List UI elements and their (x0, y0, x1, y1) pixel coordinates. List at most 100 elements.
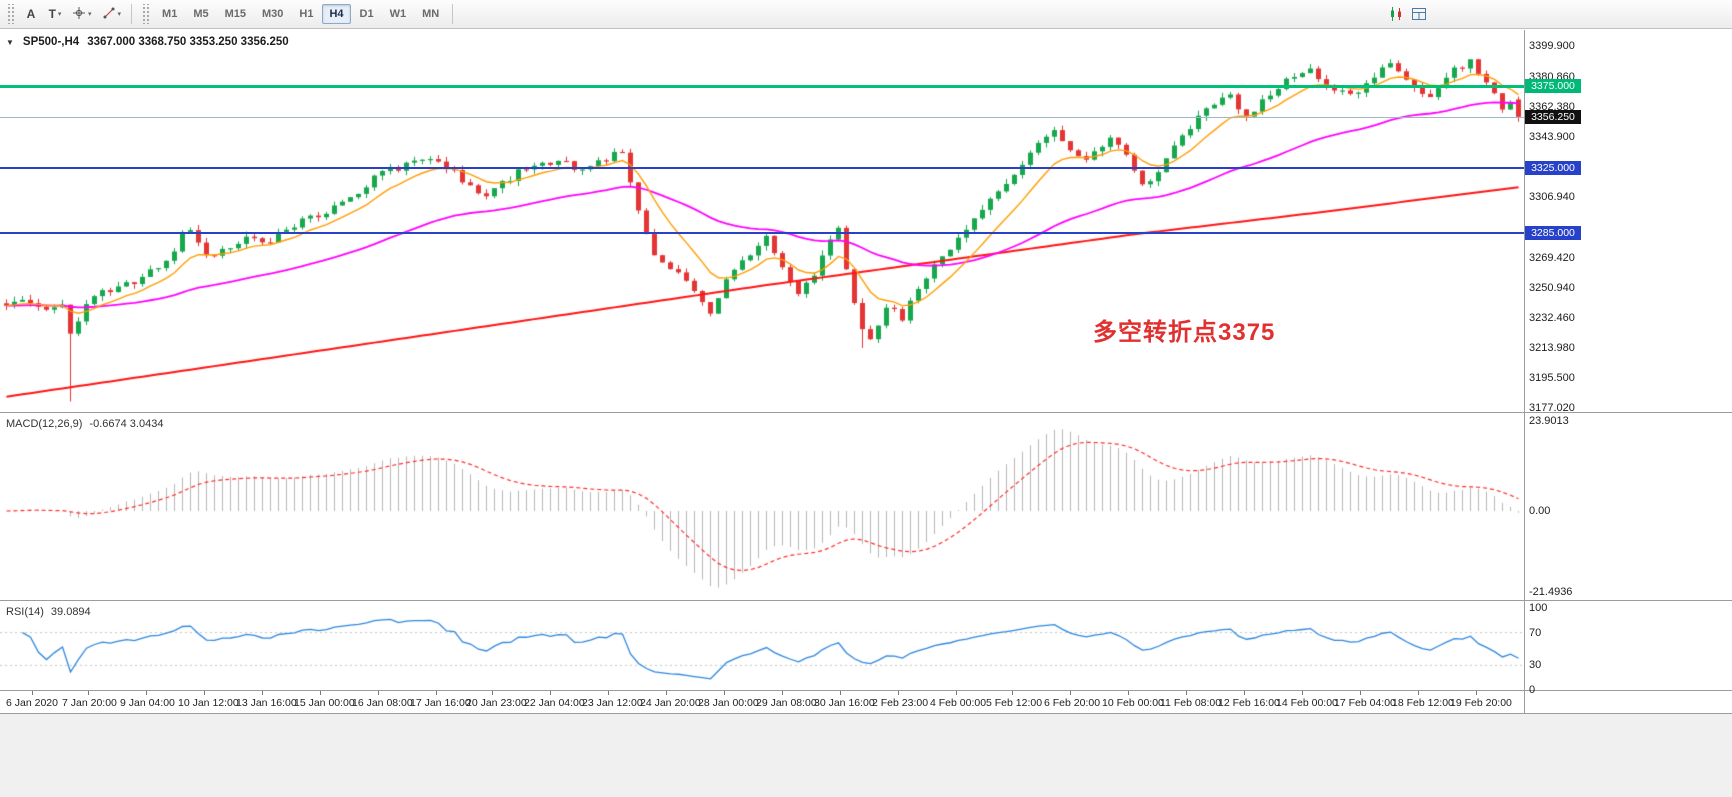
chart-window: ▼ SP500-,H4 3367.000 3368.750 3353.250 3… (0, 30, 1732, 713)
time-axis: 6 Jan 2020 7 Jan 20:00 9 Jan 04:00 10 Jan 1… (0, 691, 1732, 713)
timeframe-h1[interactable]: H1 (299, 8, 314, 20)
time-axis-tick (550, 691, 551, 695)
toolbar-separator (452, 4, 454, 24)
time-axis-tick (88, 691, 89, 695)
time-axis-tick (204, 691, 205, 695)
rsi-canvas[interactable] (0, 601, 1524, 690)
time-axis-tick (492, 691, 493, 695)
price-axis-label: 3399.900 (1529, 40, 1575, 52)
time-axis-label: 10 Jan 12:00 (178, 697, 239, 709)
candlestick-icon[interactable] (1388, 6, 1404, 22)
time-axis-label: 6 Jan 2020 (6, 697, 58, 709)
time-axis-tick (1360, 691, 1361, 695)
toolbar-right-icons (1388, 6, 1427, 22)
price-badge-3356.250: 3356.250 (1525, 109, 1581, 124)
time-axis-tick (436, 691, 437, 695)
font-tool-label: A (26, 7, 36, 21)
time-axis-tick (1070, 691, 1071, 695)
rsi-axis-label: 30 (1529, 659, 1542, 672)
time-axis-label: 17 Feb 04:00 (1334, 697, 1396, 709)
price-axis-label: 3250.940 (1529, 281, 1575, 294)
price-axis-label: 3343.900 (1529, 130, 1575, 143)
time-axis-tick (840, 691, 841, 695)
macd-canvas[interactable] (0, 413, 1524, 600)
time-axis-tick (956, 691, 957, 695)
chevron-down-icon: ▾ (88, 11, 92, 18)
time-axis-label: 28 Jan 00:00 (698, 697, 759, 709)
text-tool-label: T (48, 7, 56, 21)
macd-values: -0.6674 3.0434 (89, 418, 164, 430)
time-axis-label: 4 Feb 00:00 (930, 697, 987, 709)
time-axis-label: 11 Feb 08:00 (1160, 697, 1222, 709)
macd-axis-label: -21.4936 (1529, 585, 1573, 598)
level-line-3325.000[interactable] (0, 166, 1524, 169)
time-axis-label: 22 Jan 04:00 (524, 697, 585, 709)
time-axis-label: 14 Feb 00:00 (1276, 697, 1338, 709)
panel-divider (0, 690, 1732, 691)
panel-divider[interactable] (0, 412, 1732, 413)
price-axis: 3399.900 3380.860 3362.380 3343.900 3306.940… (1525, 30, 1732, 713)
rsi-axis-label: 0 (1529, 684, 1536, 696)
crosshair-icon (72, 6, 86, 23)
timeframe-m5[interactable]: M5 (193, 8, 209, 20)
text-tool-button[interactable]: T ▾ (44, 3, 66, 25)
font-tool-button[interactable]: A (20, 3, 42, 25)
price-axis-label: 3177.020 (1529, 402, 1575, 414)
timeframe-m15[interactable]: M15 (224, 8, 246, 20)
trendline-icon (102, 6, 116, 23)
status-area (0, 713, 1732, 797)
time-axis-tick (898, 691, 899, 695)
timeframe-mn[interactable]: MN (422, 8, 440, 20)
time-axis-tick (1418, 691, 1419, 695)
time-axis-tick (1302, 691, 1303, 695)
level-line-3285.000[interactable] (0, 231, 1524, 234)
macd-axis-label: 23.9013 (1529, 414, 1569, 427)
time-axis-label: 13 Jan 16:00 (236, 697, 297, 709)
trendline-tool-button[interactable]: ▾ (98, 3, 126, 25)
time-axis-tick (666, 691, 667, 695)
toolbar-drag-handle[interactable] (6, 4, 15, 24)
time-axis-label: 18 Feb 12:00 (1392, 697, 1454, 709)
timeframe-h4[interactable]: H4 (322, 4, 351, 24)
timeframe-w1[interactable]: W1 (389, 8, 407, 20)
current-price-line (0, 116, 1524, 118)
price-badge-3285.000: 3285.000 (1525, 225, 1581, 240)
panel-divider[interactable] (0, 600, 1732, 601)
chevron-down-icon[interactable]: ▼ (6, 37, 14, 47)
price-axis-label: 3306.940 (1529, 190, 1575, 203)
time-axis-tick (608, 691, 609, 695)
macd-axis-label: 0.00 (1529, 505, 1551, 517)
price-chart-canvas[interactable] (0, 30, 1524, 412)
time-axis-tick (262, 691, 263, 695)
rsi-indicator-label: RSI(14) 39.0894 (6, 606, 91, 618)
symbol-timeframe-label: SP500-,H4 (22, 36, 80, 48)
price-badge-3325.000: 3325.000 (1525, 160, 1581, 175)
time-axis-label: 30 Jan 16:00 (814, 697, 875, 709)
timeframe-m1[interactable]: M1 (162, 8, 178, 20)
toolbar-drag-handle[interactable] (141, 4, 151, 24)
level-line-3375.000[interactable] (0, 84, 1524, 88)
timeframe-d1[interactable]: D1 (359, 8, 374, 20)
time-axis-tick (32, 691, 33, 695)
time-axis-label: 12 Feb 16:00 (1218, 697, 1280, 709)
chevron-down-icon: ▾ (57, 11, 62, 18)
tile-windows-icon[interactable] (1411, 6, 1427, 22)
price-axis-divider (1524, 30, 1525, 713)
time-axis-tick (1128, 691, 1129, 695)
time-axis-label: 2 Feb 23:00 (872, 697, 929, 709)
chart-title: ▼ SP500-,H4 3367.000 3368.750 3353.250 3… (6, 36, 289, 48)
time-axis-tick (1012, 691, 1013, 695)
timeframe-m30[interactable]: M30 (262, 8, 284, 20)
toolbar: A T ▾ ▾ ▾ M1 M5 M15 M30 H1 H4 D1 W1 MN (0, 0, 1732, 29)
timeframe-buttons: M1 M5 M15 M30 H1 H4 D1 W1 MN (154, 4, 447, 24)
rsi-value: 39.0894 (50, 606, 91, 618)
chart-annotation[interactable]: 多空转折点3375 (1093, 319, 1276, 346)
time-axis-label: 7 Jan 20:00 (62, 697, 117, 709)
crosshair-tool-button[interactable]: ▾ (68, 3, 96, 25)
price-axis-label: 3232.460 (1529, 311, 1575, 324)
ohlc-values: 3367.000 3368.750 3353.250 3356.250 (87, 36, 289, 48)
rsi-axis-label: 70 (1529, 626, 1542, 639)
time-axis-label: 16 Jan 08:00 (352, 697, 413, 709)
time-axis-label: 20 Jan 23:00 (466, 697, 527, 709)
time-axis-tick (1186, 691, 1187, 695)
